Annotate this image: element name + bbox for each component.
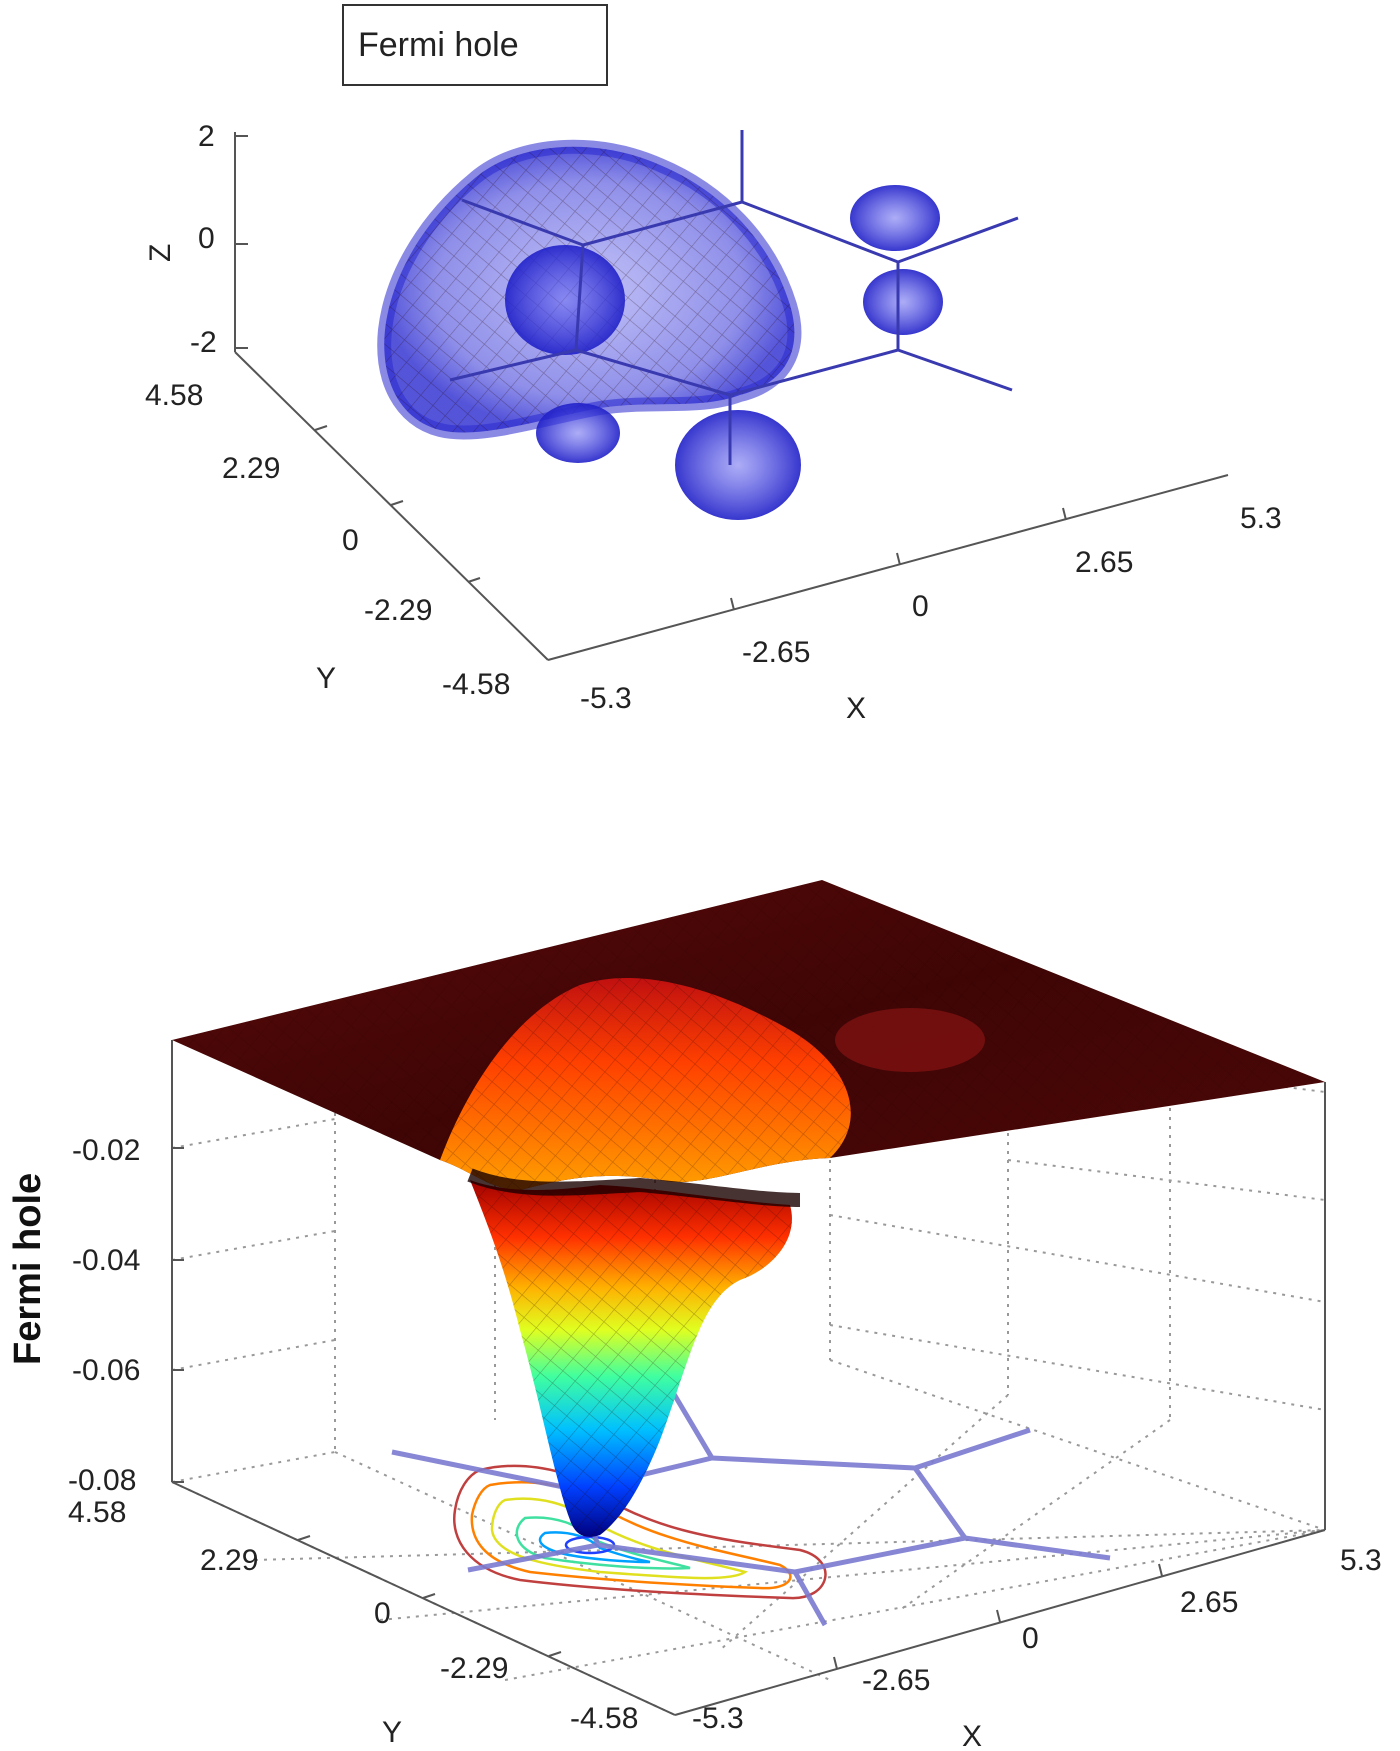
- z-tick: -0.06: [72, 1354, 140, 1387]
- molecule-skeleton: [449, 130, 1019, 465]
- contour-1: [453, 1464, 827, 1600]
- x-tick: 5.3: [1240, 502, 1282, 535]
- y-tick: -2.29: [364, 594, 432, 627]
- x-axis-line: [674, 1529, 1326, 1716]
- y-tick: 2.29: [222, 452, 280, 485]
- surface-bump: [835, 1008, 985, 1072]
- y-tick: -4.58: [570, 1702, 638, 1735]
- y-tick: 4.58: [145, 379, 203, 412]
- x-tick: -5.3: [580, 682, 632, 715]
- z-tick: 0: [198, 222, 215, 255]
- floor-contours: [453, 1464, 827, 1600]
- right-top-blob: [850, 185, 940, 251]
- legend-entry: Fermi hole: [358, 26, 519, 64]
- floor-molecule-skeleton: [391, 1382, 1111, 1627]
- x-tick: -5.3: [692, 1702, 744, 1735]
- z-tick: -0.04: [72, 1244, 140, 1277]
- y-tick: 2.29: [200, 1544, 258, 1577]
- contour-5: [538, 1531, 651, 1564]
- lower-blob: [536, 403, 620, 463]
- y-axis-label: Y: [316, 662, 336, 695]
- fermi-hole-cloud: [377, 139, 943, 520]
- funnel-rim: [467, 1168, 801, 1207]
- y-tick: -4.58: [442, 668, 510, 701]
- top-axes: [234, 132, 1229, 661]
- legend: Fermi hole: [342, 4, 608, 86]
- funnel-front-mesh: [470, 1180, 792, 1537]
- funnel-back-mesh: [440, 977, 851, 1190]
- top-chart: Fermi hole 2 0 -2 Z 4.58 2.29 0: [144, 4, 1282, 725]
- x-axis-label: X: [962, 1720, 982, 1751]
- x-tick: 0: [912, 590, 929, 623]
- x-axis-line: [547, 474, 1229, 661]
- z-axis-label: Fermi hole: [7, 1173, 49, 1365]
- x-axis-label: X: [846, 692, 866, 725]
- inner-blob: [505, 245, 625, 355]
- x-tick: 2.65: [1180, 1586, 1238, 1619]
- z-axis-label: Z: [144, 244, 177, 262]
- legend-box: [342, 4, 608, 86]
- x-tick: 5.3: [1340, 1544, 1382, 1577]
- y-axis-line: [234, 351, 549, 661]
- right-bottom-blob: [675, 410, 801, 520]
- y-tick: 0: [342, 524, 359, 557]
- y-axis-label: Y: [382, 1716, 402, 1749]
- x-tick: 2.65: [1075, 546, 1133, 579]
- x-tick: -2.65: [862, 1664, 930, 1697]
- y-tick: 0: [374, 1597, 391, 1630]
- z-tick: -2: [190, 326, 217, 359]
- bottom-axes: [171, 1040, 1326, 1716]
- x-tick: 0: [1022, 1622, 1039, 1655]
- y-tick: 4.58: [68, 1496, 126, 1529]
- right-mid-blob: [863, 269, 943, 335]
- bottom-chart: -0.02 -0.04 -0.06 -0.08 Fermi hole 4.58 …: [7, 880, 1382, 1751]
- y-tick: -2.29: [440, 1652, 508, 1685]
- x-tick: -2.65: [742, 636, 810, 669]
- z-tick: -0.08: [68, 1464, 136, 1497]
- z-tick: 2: [198, 120, 215, 153]
- z-tick: -0.02: [72, 1134, 140, 1167]
